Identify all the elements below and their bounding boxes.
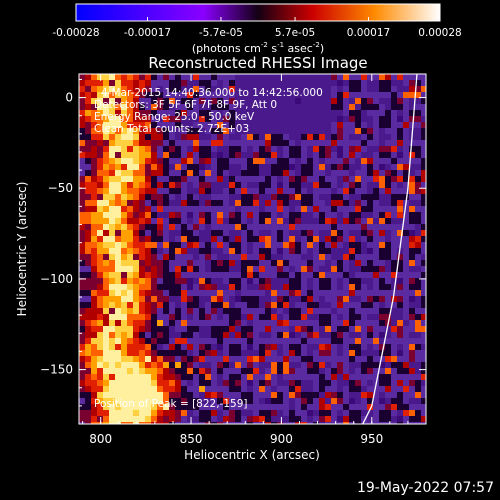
colorbar-tick-label: 0.00028 bbox=[418, 27, 461, 39]
x-axis-label: Heliocentric X (arcsec) bbox=[184, 448, 320, 462]
footer-date: 19-May-2022 07:57 bbox=[356, 480, 494, 496]
y-tick-label: −150 bbox=[40, 363, 73, 377]
y-axis-label: Heliocentric Y (arcsec) bbox=[15, 182, 29, 317]
x-tick-label: 850 bbox=[180, 432, 203, 446]
x-tick-label: 900 bbox=[270, 432, 293, 446]
colorbar-tick-label: -5.7e-05 bbox=[199, 27, 243, 39]
colorbar: -0.00028 -0.00017 -5.7e-05 5.7e-05 0.00017 0.… bbox=[52, 3, 462, 55]
colorbar-tick-label: 0.00017 bbox=[347, 27, 390, 39]
solar-limb bbox=[362, 74, 418, 424]
y-tick-label: −50 bbox=[48, 181, 73, 195]
x-tick-label: 800 bbox=[89, 432, 112, 446]
colorbar-ticks: -0.00028 -0.00017 -5.7e-05 5.7e-05 0.00017 0.… bbox=[52, 17, 462, 39]
heatmap-image bbox=[79, 74, 426, 424]
colorbar-tick-label: 5.7e-05 bbox=[275, 27, 315, 39]
annotation-time: 4-Mar-2015 14:40:36.000 to 14:42:56.000 bbox=[101, 87, 323, 99]
annotation-block: 4-Mar-2015 14:40:36.000 to 14:42:56.000 … bbox=[94, 87, 323, 410]
colorbar-gradient bbox=[75, 3, 441, 22]
y-tick-label: −100 bbox=[40, 272, 73, 286]
y-axis: 0 −50 −100 −150 bbox=[40, 78, 426, 407]
peak-label: Position of Peak = [822,-159] bbox=[94, 398, 248, 410]
x-axis: 800 850 900 950 bbox=[82, 74, 409, 446]
colorbar-tick-label: -0.00017 bbox=[124, 27, 171, 39]
chart-title: Reconstructed RHESSI Image bbox=[148, 54, 367, 72]
plot-frame bbox=[78, 73, 427, 425]
annotation-energy: Energy Range: 25.0 - 50.0 keV bbox=[94, 111, 255, 123]
colorbar-tick-label: -0.00028 bbox=[52, 27, 99, 39]
annotation-clean: Clean Total counts: 2.72E+03 bbox=[94, 123, 249, 135]
annotation-detectors: Detectors: 3F 5F 6F 7F 8F 9F, Att 0 bbox=[94, 99, 277, 111]
colorbar-unit: (photons cm-2 s-1 asec-2) bbox=[192, 41, 324, 55]
y-tick-label: 0 bbox=[65, 91, 73, 105]
x-tick-label: 950 bbox=[360, 432, 383, 446]
